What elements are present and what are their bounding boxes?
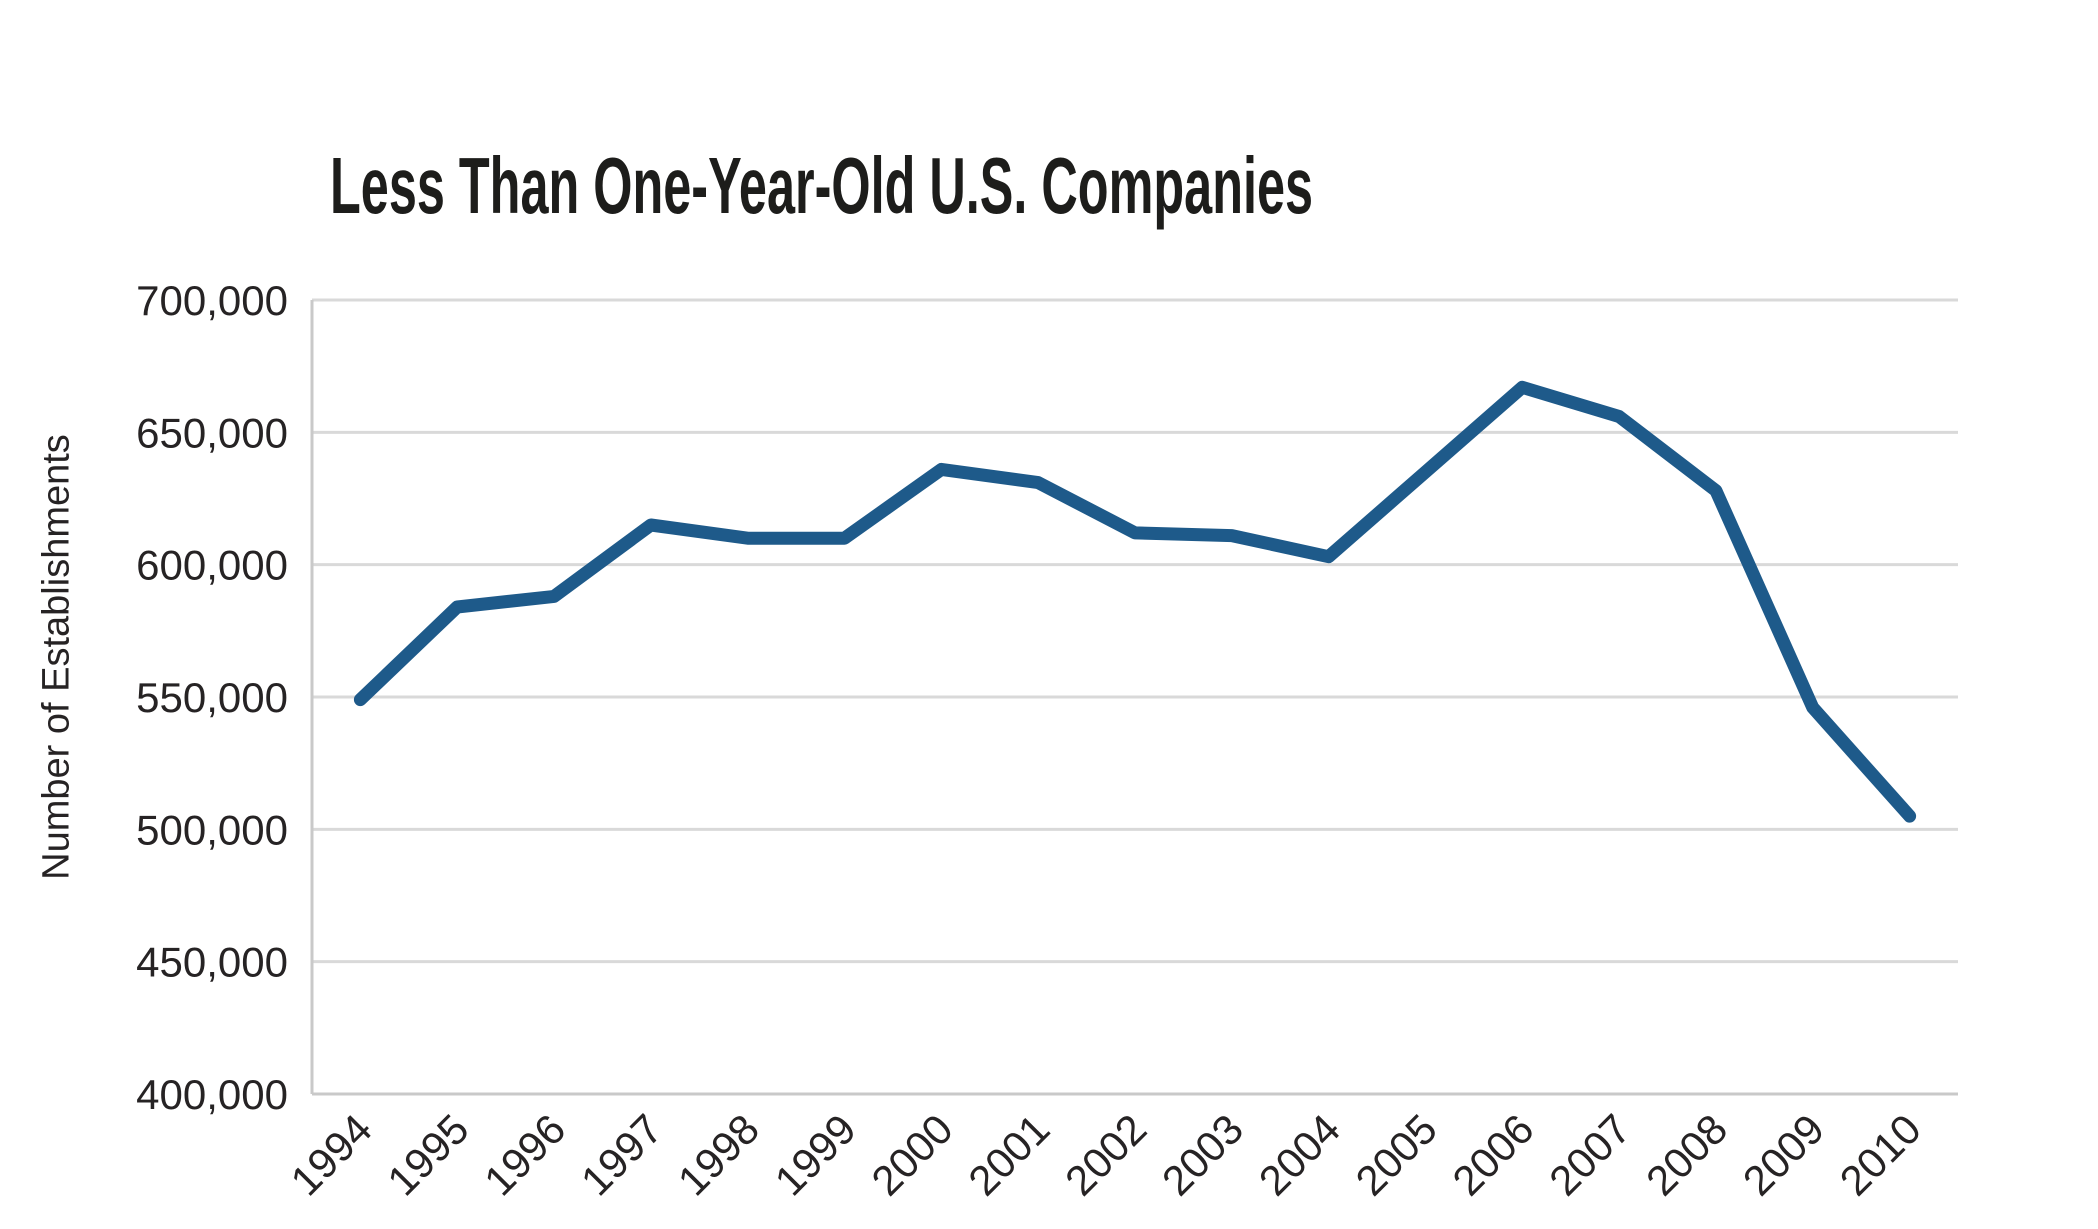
- chart-title: Less Than One-Year-Old U.S. Companies: [330, 141, 1314, 230]
- x-tick-label: 1996: [475, 1105, 574, 1204]
- y-tick-label: 650,000: [136, 409, 288, 456]
- y-tick-label: 500,000: [136, 806, 288, 853]
- x-tick-label: 2006: [1443, 1105, 1542, 1204]
- x-tick-label: 2010: [1831, 1105, 1930, 1204]
- x-tick-label: 2005: [1347, 1105, 1446, 1204]
- x-tick-label: 2001: [959, 1105, 1058, 1204]
- y-tick-label: 550,000: [136, 674, 288, 721]
- y-tick-label: 700,000: [136, 277, 288, 324]
- x-tick-label: 1999: [766, 1105, 865, 1204]
- x-tick-label: 2009: [1734, 1105, 1833, 1204]
- x-tick-label: 2007: [1540, 1105, 1639, 1204]
- x-tick-label: 2004: [1250, 1105, 1349, 1204]
- x-tick-label: 2000: [862, 1105, 961, 1204]
- x-tick-label: 1997: [572, 1105, 671, 1204]
- x-tick-label: 1994: [281, 1105, 380, 1204]
- x-tick-label: 2008: [1637, 1105, 1736, 1204]
- x-tick-label: 1998: [669, 1105, 768, 1204]
- y-tick-label: 450,000: [136, 939, 288, 986]
- x-tick-label: 2002: [1056, 1105, 1155, 1204]
- x-tick-label: 2003: [1153, 1105, 1252, 1204]
- y-tick-label: 400,000: [136, 1071, 288, 1118]
- x-tick-label: 1995: [378, 1105, 477, 1204]
- data-line: [353, 380, 1917, 823]
- y-tick-label: 600,000: [136, 542, 288, 589]
